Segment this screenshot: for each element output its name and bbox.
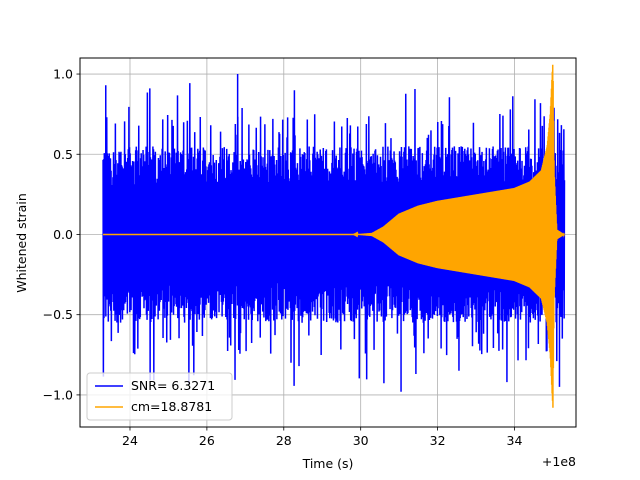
axes-frame [79,57,577,428]
x-axis-offset-label: +1e8 [542,454,576,469]
y-tick-label: 1.0 [53,67,73,82]
legend-box [86,372,233,421]
x-tick-label: 26 [199,433,215,448]
x-tick-label: 30 [353,433,369,448]
y-tick-label: 0.0 [53,227,73,242]
x-tick-label: 28 [276,433,292,448]
series-line-cm [103,64,565,408]
legend-label-cm: cm=18.8781 [131,399,212,414]
plot-series [102,64,566,408]
series-line-snr [102,74,566,392]
x-tick-label: 24 [122,433,138,448]
x-axis-label: Time (s) [302,456,354,471]
y-tick-label: −1.0 [43,387,73,402]
x-tick-label: 34 [507,433,523,448]
legend: SNR= 6.3271 cm=18.8781 [86,372,233,421]
legend-label-snr: SNR= 6.3271 [131,378,215,393]
axis-ticks: 24 26 28 30 32 34 −1.0 −0.5 0.0 0.5 1.0 [43,67,523,448]
y-tick-label: 0.5 [53,147,73,162]
x-tick-label: 32 [430,433,446,448]
y-tick-label: −0.5 [43,307,73,322]
y-axis-label: Whitened strain [14,193,29,292]
